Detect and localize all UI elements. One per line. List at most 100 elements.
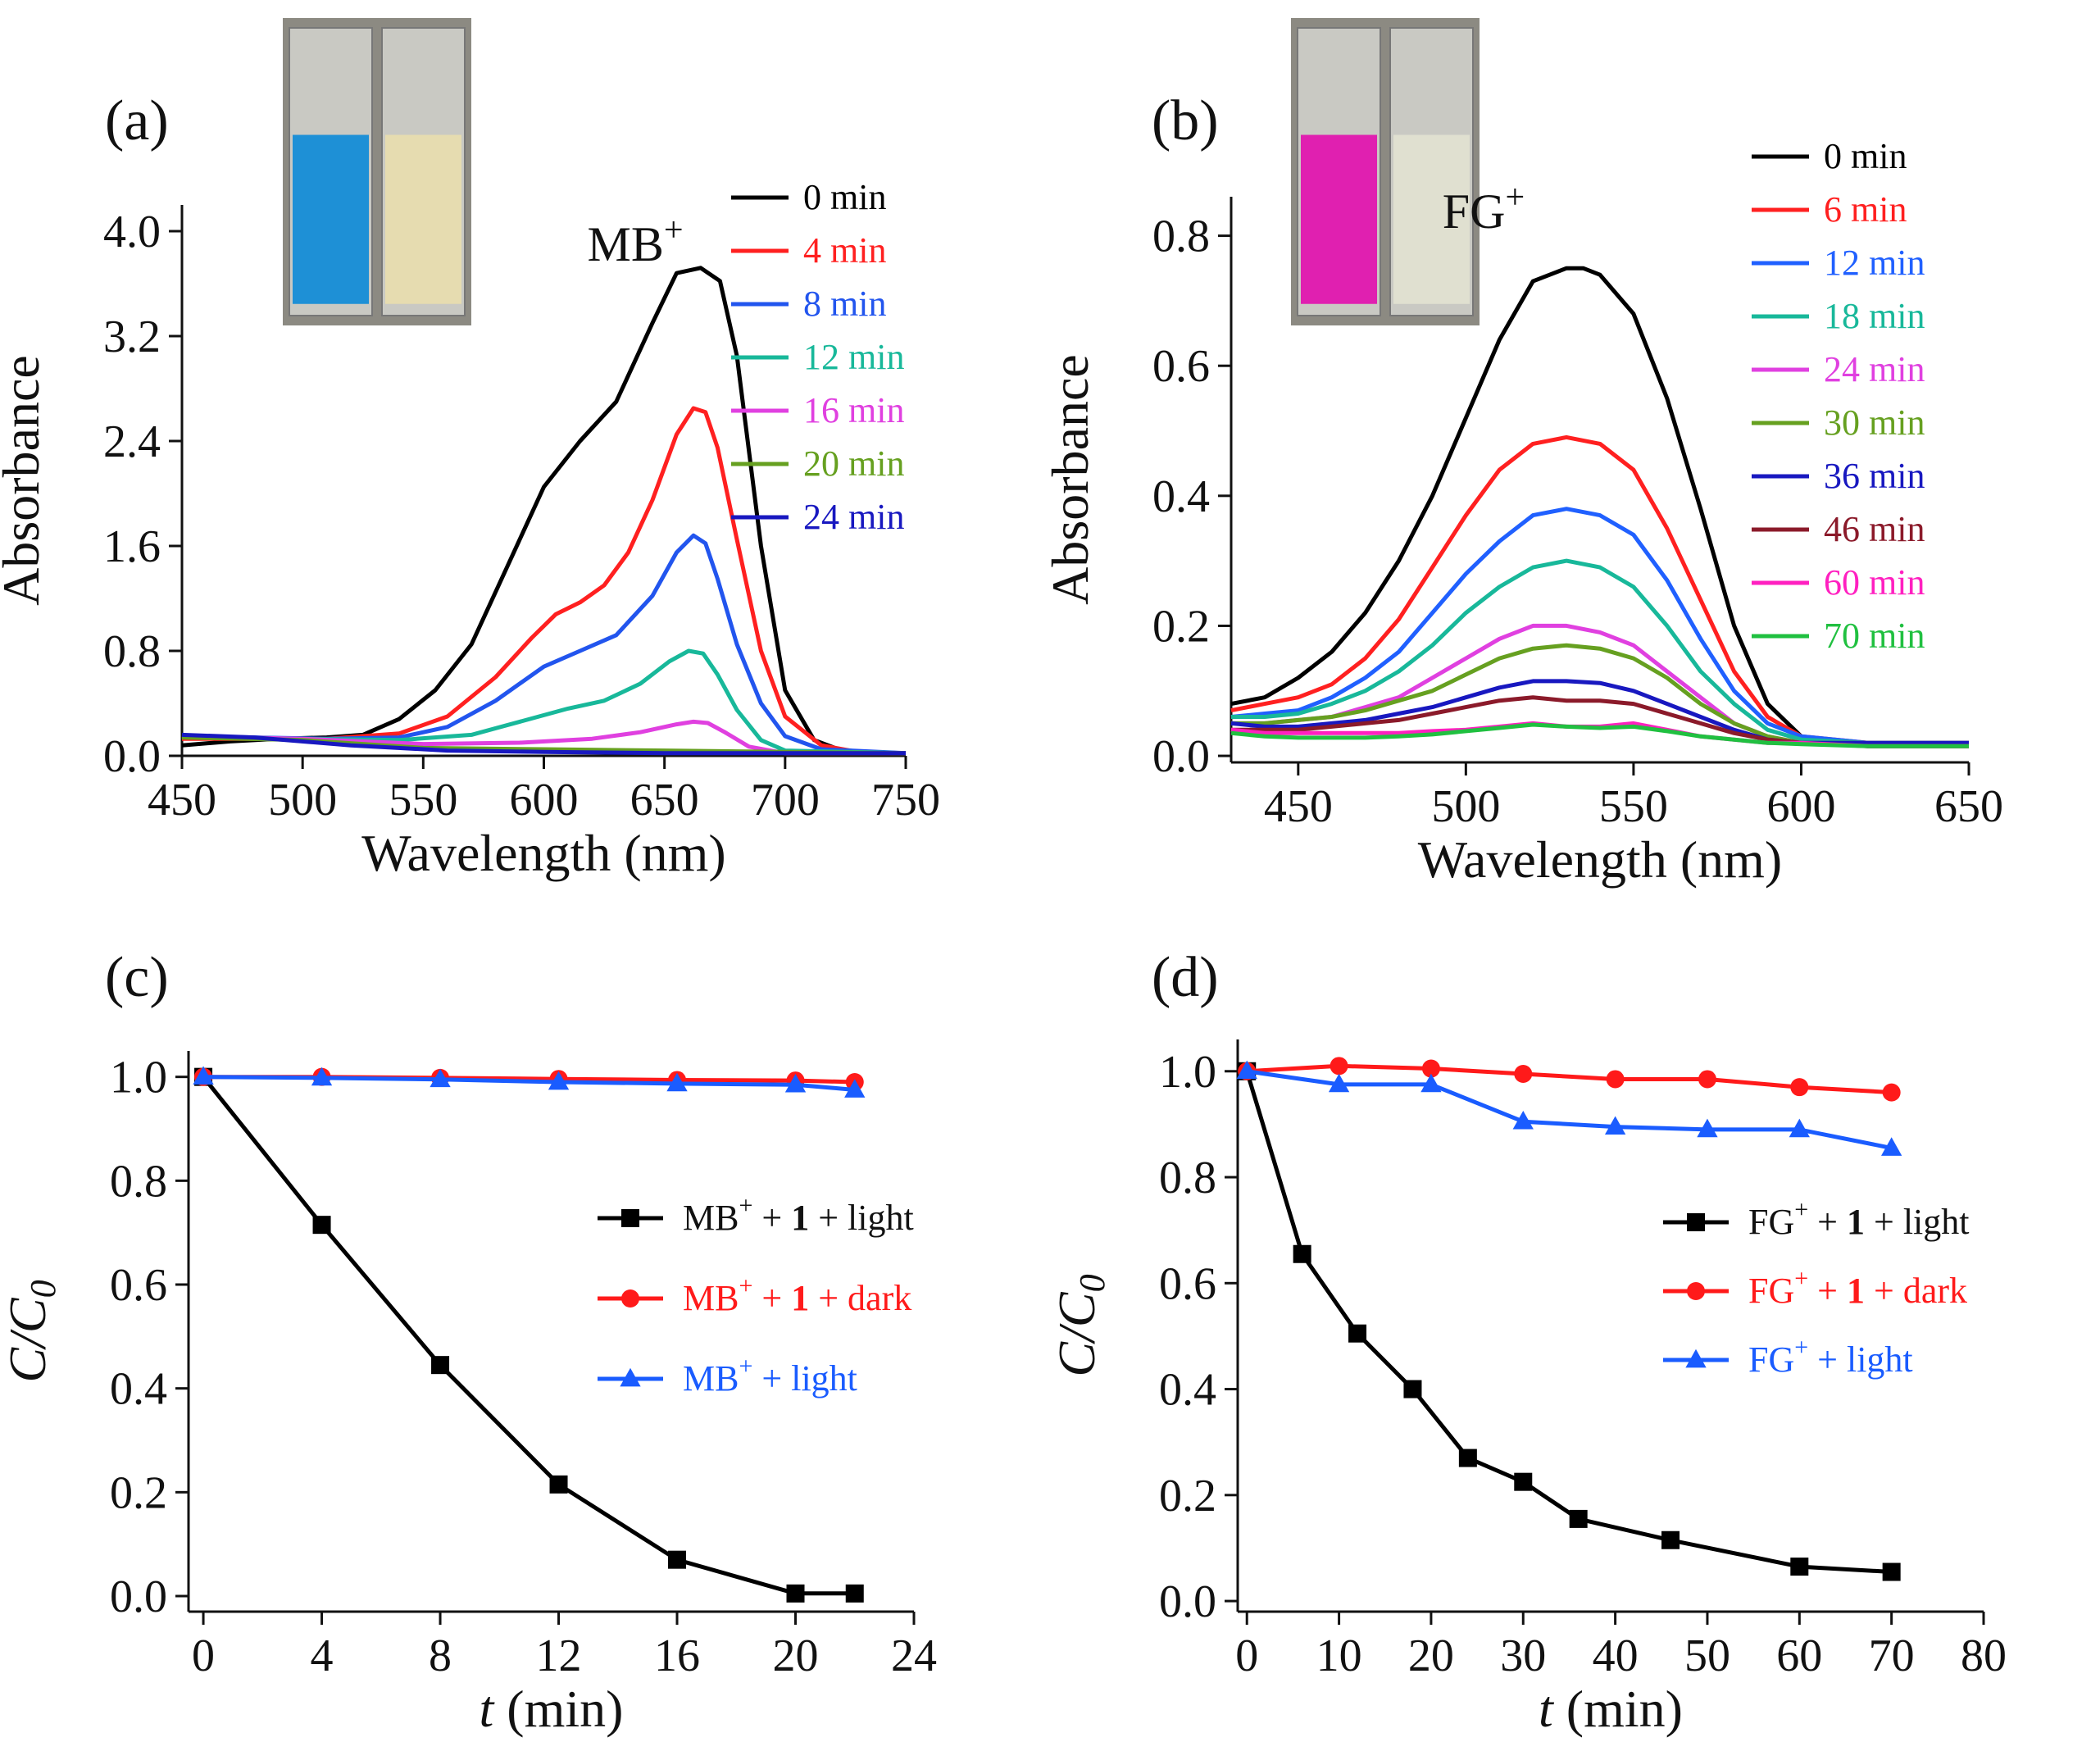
x-tick-label: 80	[1961, 1630, 2007, 1681]
legend-label: MB+ + 1 + dark	[683, 1272, 911, 1318]
inset-photo	[283, 18, 471, 325]
marker-triangle	[1881, 1137, 1902, 1156]
x-axis-label: t (min)	[1539, 1680, 1683, 1738]
marker-square	[1790, 1558, 1809, 1576]
x-tick-label: 20	[773, 1630, 819, 1681]
inset-photo	[1291, 18, 1480, 325]
legend-label: MB+ + light	[683, 1353, 857, 1399]
x-tick-label: 0	[192, 1630, 215, 1681]
marker-circle	[1514, 1065, 1533, 1084]
y-tick-label: 1.0	[1159, 1047, 1216, 1098]
y-tick-label: 0.6	[110, 1260, 167, 1311]
y-tick-label: 4.0	[103, 207, 161, 257]
x-tick-label: 8	[429, 1630, 452, 1681]
series-70-min	[1230, 722, 1969, 748]
panel-label: (a)	[105, 89, 169, 152]
legend-label: 0 min	[803, 177, 886, 217]
legend-entry: FG+ + 1 + dark	[1663, 1265, 1967, 1311]
y-tick-label: 0.4	[110, 1364, 167, 1415]
x-tick-label: 750	[871, 775, 940, 825]
series-line	[1246, 1069, 1893, 1150]
x-tick-label: 500	[268, 775, 337, 825]
x-tick-label: 10	[1316, 1630, 1362, 1681]
series-line	[182, 406, 907, 756]
peak-annotation: MB+	[587, 211, 683, 271]
marker-triangle	[1685, 1348, 1707, 1368]
series-line	[181, 648, 907, 756]
y-tick-label: 0.4	[1159, 1365, 1216, 1416]
marker-square	[549, 1475, 568, 1494]
legend-label: 20 min	[803, 443, 904, 484]
marker-triangle	[1328, 1073, 1350, 1093]
y-axis-label: C/C0	[1048, 1274, 1112, 1376]
x-tick-label: 550	[389, 775, 457, 825]
cuvette-solution	[1301, 134, 1377, 304]
legend-label: 0 min	[1824, 136, 1907, 176]
series-8-min	[181, 533, 907, 756]
legend-label: 16 min	[803, 390, 904, 430]
legend-label: 46 min	[1824, 509, 1925, 549]
y-tick-label: 0.2	[1159, 1471, 1216, 1521]
marker-triangle	[193, 1066, 214, 1085]
legend-entry: 12 min	[1752, 243, 1925, 283]
legend-label: MB+ + 1 + light	[683, 1192, 914, 1238]
legend-entry: 12 min	[731, 337, 904, 377]
legend-entry: 20 min	[731, 443, 904, 484]
y-tick-label: 2.4	[103, 416, 161, 467]
legend-label: 24 min	[803, 497, 904, 537]
marker-square	[845, 1584, 864, 1603]
x-tick-label: 30	[1500, 1630, 1546, 1681]
series-line	[202, 1076, 855, 1596]
marker-square	[1661, 1530, 1680, 1549]
marker-square	[1403, 1380, 1422, 1399]
series-line	[1230, 507, 1969, 745]
marker-circle	[1882, 1083, 1901, 1102]
y-tick-label: 0.8	[103, 626, 161, 677]
marker-circle	[1606, 1070, 1625, 1089]
y-tick-label: 0.0	[110, 1571, 167, 1622]
y-tick-label: 0.4	[1152, 471, 1210, 522]
marker-triangle	[1512, 1110, 1534, 1130]
marker-square	[1882, 1562, 1901, 1581]
x-tick-label: 4	[311, 1630, 334, 1681]
y-tick-label: 3.2	[103, 312, 161, 362]
marker-triangle	[1604, 1116, 1626, 1135]
series-mb-1-light	[194, 1067, 864, 1603]
y-tick-label: 1.6	[103, 521, 161, 572]
marker-square	[668, 1550, 687, 1569]
legend-label: FG+ + light	[1748, 1334, 1913, 1380]
series-line	[1231, 643, 1969, 745]
legend-label: 60 min	[1824, 562, 1925, 603]
legend-entry: MB+ + light	[598, 1353, 857, 1399]
series-12-min	[181, 648, 907, 756]
y-axis-label: Absorbance	[0, 355, 50, 606]
marker-triangle	[784, 1073, 807, 1093]
marker-square	[621, 1209, 639, 1227]
panel-label: (c)	[105, 946, 169, 1009]
legend-label: FG+ + 1 + dark	[1748, 1265, 1967, 1311]
cuvette-solution	[293, 134, 369, 304]
x-axis-label: Wavelength (nm)	[361, 824, 725, 882]
peak-annotation: FG+	[1443, 179, 1525, 239]
panel-label: (b)	[1152, 89, 1219, 152]
x-tick-label: 450	[148, 775, 216, 825]
marker-circle	[1421, 1059, 1440, 1078]
marker-square	[1569, 1509, 1588, 1528]
marker-square	[1348, 1324, 1367, 1343]
series-46-min	[1231, 695, 1969, 748]
series-30-min	[1231, 643, 1969, 745]
marker-triangle	[1789, 1118, 1810, 1138]
marker-triangle	[844, 1079, 866, 1098]
y-tick-label: 0.0	[103, 731, 161, 782]
series-line	[1247, 1063, 1892, 1095]
x-tick-label: 600	[1766, 781, 1835, 832]
series-line	[1230, 266, 1969, 748]
legend-entry: 36 min	[1752, 456, 1925, 496]
panel-label: (d)	[1152, 946, 1219, 1009]
x-axis-label: t (min)	[480, 1680, 624, 1738]
series-line	[181, 533, 907, 756]
y-tick-label: 0.2	[110, 1467, 167, 1518]
legend-label: 70 min	[1824, 616, 1925, 656]
legend-label: 6 min	[1824, 189, 1907, 230]
marker-triangle	[1420, 1073, 1442, 1093]
